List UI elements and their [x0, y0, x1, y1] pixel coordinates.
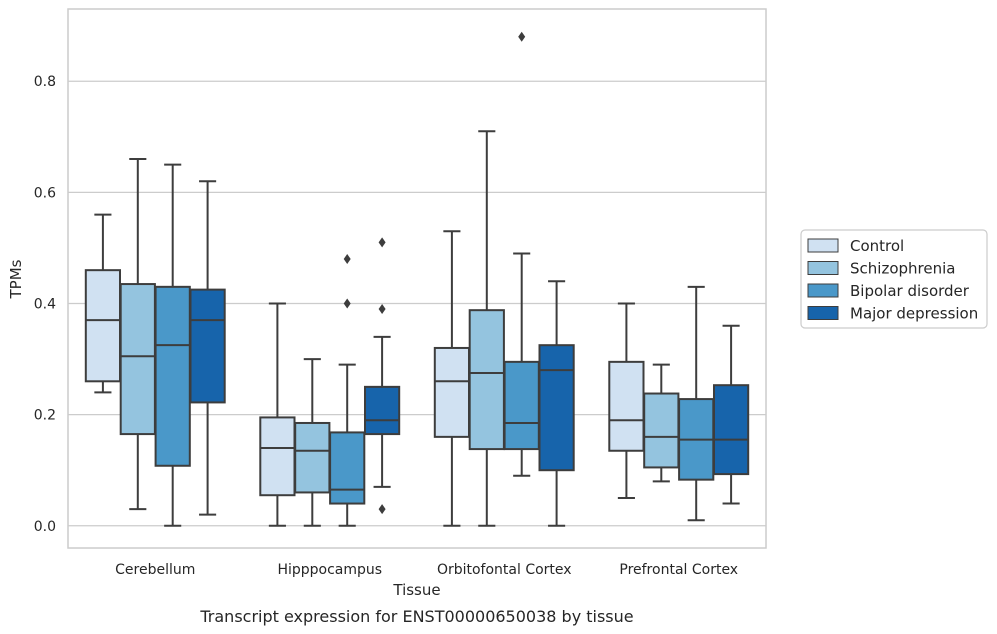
box-major-depression	[189, 180, 226, 516]
x-tick-label: Prefrontal Cortex	[619, 562, 738, 578]
outlier-marker	[343, 254, 351, 265]
legend-swatch	[807, 238, 839, 253]
box-iqr	[154, 285, 191, 467]
outlier-marker	[378, 237, 386, 248]
box-control	[433, 230, 471, 527]
x-axis: Cerebellum Hipppocampus Orbitofontal Corte…	[115, 562, 738, 578]
plot-frame	[67, 8, 767, 549]
box-schizophrenia	[294, 358, 331, 527]
chart-caption: Transcript expression for ENST0000065003…	[199, 607, 633, 626]
box-bipolar-disorder	[154, 163, 191, 527]
y-axis-label: TPMs	[7, 259, 25, 299]
x-tick-label: Hipppocampus	[277, 562, 382, 578]
y-tick-label: 0.0	[34, 519, 56, 535]
legend-swatch	[807, 283, 839, 298]
legend-label: Control	[850, 237, 904, 255]
box-iqr	[468, 309, 505, 451]
box-bipolar-disorder	[503, 31, 540, 477]
legend-label: Major depression	[850, 305, 978, 323]
box-schizophrenia	[468, 130, 505, 527]
legend: Control Schizophrenia Bipolar disorder Majo…	[800, 229, 988, 329]
plot-area	[84, 31, 750, 527]
box-iqr	[119, 283, 156, 436]
box-iqr	[643, 392, 680, 469]
y-tick-label: 0.4	[34, 297, 56, 313]
box-iqr	[259, 416, 296, 497]
outlier-marker	[378, 504, 386, 515]
outlier-marker	[343, 298, 351, 309]
box-bipolar-disorder	[329, 254, 366, 527]
legend-frame	[800, 229, 988, 329]
box-schizophrenia	[643, 363, 680, 483]
legend-label: Bipolar disorder	[850, 282, 970, 300]
outlier-marker	[378, 304, 386, 315]
box-control	[608, 302, 645, 499]
box-bipolar-disorder	[678, 285, 715, 522]
box-iqr	[294, 421, 331, 494]
y-tick-label: 0.2	[34, 408, 56, 424]
x-tick-label: Cerebellum	[115, 562, 195, 578]
box-iqr	[363, 385, 401, 436]
box-iqr	[189, 288, 226, 404]
box-iqr	[433, 346, 471, 438]
y-axis: 0.0 0.2 0.4 0.6 0.8	[34, 74, 56, 535]
outlier-marker	[518, 31, 526, 42]
x-axis-label: Tissue	[392, 581, 440, 599]
box-iqr	[84, 269, 122, 383]
box-iqr	[329, 431, 366, 505]
box-major-depression	[712, 324, 750, 505]
legend-swatch	[807, 261, 839, 275]
y-tick-label: 0.8	[34, 74, 56, 90]
box-schizophrenia	[119, 158, 156, 511]
box-iqr	[538, 344, 575, 472]
box-major-depression	[538, 280, 575, 527]
y-tick-label: 0.6	[34, 185, 56, 201]
legend-swatch	[807, 306, 839, 320]
box-major-depression	[363, 237, 401, 515]
box-iqr	[608, 360, 645, 452]
x-tick-label: Orbitofontal Cortex	[437, 562, 572, 578]
box-control	[84, 213, 122, 394]
legend-label: Schizophrenia	[850, 260, 955, 278]
box-iqr	[503, 360, 540, 451]
box-iqr	[712, 384, 750, 476]
